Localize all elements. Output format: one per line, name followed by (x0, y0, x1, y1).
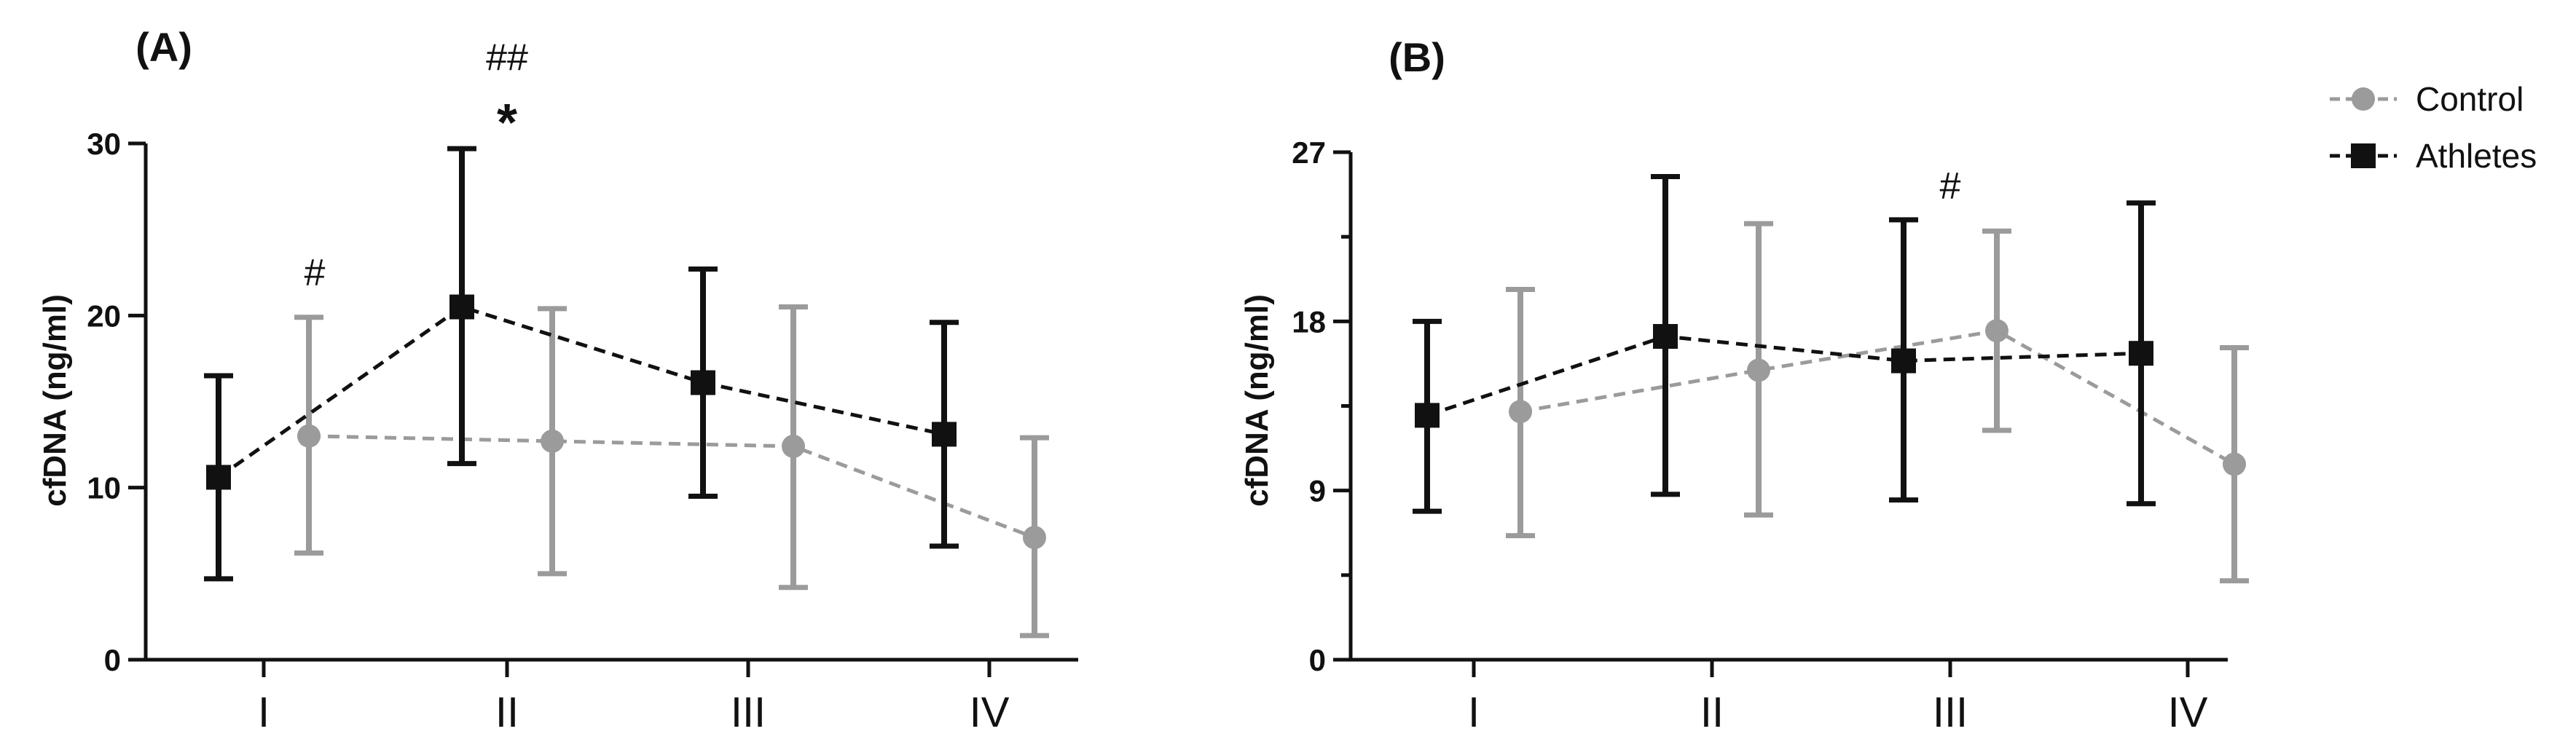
series-line-control (1520, 328, 2236, 466)
series-line-control (308, 434, 1035, 540)
data-point-control (541, 429, 564, 453)
significance-annotation: * (497, 94, 517, 152)
legend: Control Athletes (2330, 80, 2537, 175)
data-point-athletes (1415, 403, 1440, 428)
panel-label: (B) (1389, 34, 1445, 80)
y-tick-label: 20 (87, 299, 121, 333)
series-line-athletes (217, 304, 945, 479)
panel-label: (A) (136, 24, 192, 70)
y-tick-label: 27 (1292, 135, 1326, 170)
x-tick-label: I (258, 689, 270, 736)
x-tick-label: II (495, 689, 519, 736)
y-tick-label: 0 (1309, 643, 1326, 677)
legend-label: Control (2416, 80, 2524, 118)
data-point-control (1985, 319, 2008, 343)
data-point-control (1509, 400, 1532, 424)
legend-marker-square (2351, 143, 2376, 168)
y-tick-label: 9 (1309, 474, 1326, 508)
x-tick-label: IV (2168, 689, 2208, 736)
data-point-athletes (691, 370, 715, 395)
data-point-athletes (2129, 341, 2153, 366)
y-axis-title: cfDNA (ng/ml) (1239, 294, 1275, 507)
series-control (1506, 221, 2249, 584)
legend-marker-circle (2352, 87, 2375, 111)
data-point-athletes (1653, 323, 1678, 349)
data-point-control (297, 424, 321, 448)
data-point-athletes (1891, 348, 1916, 374)
significance-annotation: ## (486, 36, 528, 79)
data-point-athletes (932, 422, 957, 447)
series-athletes (204, 146, 959, 582)
series-athletes (1413, 174, 2156, 514)
significance-annotation: # (1940, 165, 1961, 208)
y-tick-label: 10 (87, 471, 121, 505)
data-point-athletes (449, 294, 474, 320)
x-tick-label: I (1468, 689, 1480, 736)
series-control (294, 304, 1049, 639)
x-tick-label: III (731, 689, 766, 736)
legend-label: Athletes (2416, 137, 2537, 175)
y-tick-label: 18 (1292, 304, 1326, 339)
x-tick-label: IV (970, 689, 1010, 736)
y-axis-title: cfDNA (ng/ml) (37, 294, 73, 507)
data-point-control (2223, 452, 2246, 476)
data-point-control (1023, 526, 1046, 550)
data-point-control (1747, 358, 1770, 382)
y-tick-label: 30 (87, 127, 121, 161)
x-tick-label: III (1933, 689, 1968, 736)
y-tick-label: 0 (104, 643, 121, 677)
data-point-control (782, 434, 805, 458)
series-line-athletes (1426, 334, 2142, 417)
data-point-athletes (206, 465, 231, 490)
significance-annotation: # (305, 252, 326, 294)
x-tick-label: II (1700, 689, 1724, 736)
